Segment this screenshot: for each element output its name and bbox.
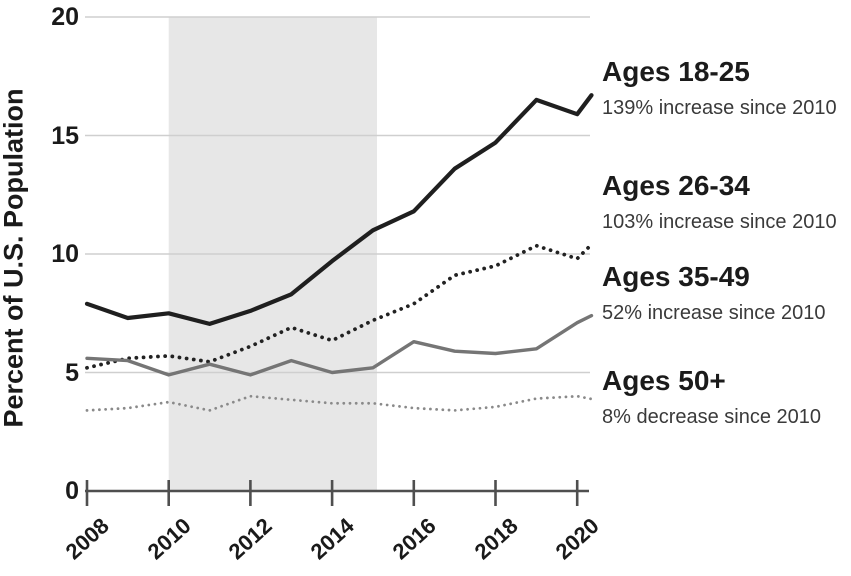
y-tick-label-15: 15	[51, 122, 79, 150]
y-tick-label-5: 5	[65, 359, 79, 387]
legend-annotation-ages-26-34: 103% increase since 2010	[602, 210, 837, 233]
line-ages-18-25	[84, 93, 594, 326]
legend-title-ages-18-25: Ages 18-25	[602, 56, 750, 87]
y-tick-label-10: 10	[51, 240, 79, 268]
line-ages-50	[85, 394, 593, 412]
y-tick-label-0: 0	[65, 477, 79, 505]
line-ages-35-49	[85, 313, 594, 377]
legend-ages-35-49: Ages 35-49 52% increase since 2010	[602, 261, 851, 325]
legend-title-ages-26-34: Ages 26-34	[602, 170, 750, 201]
legend-title-ages-35-49: Ages 35-49	[602, 261, 750, 292]
legend-ages-50-plus: Ages 50+ 8% decrease since 2010	[602, 365, 851, 429]
legend-annotation-ages-18-25: 139% increase since 2010	[602, 96, 837, 119]
legend-annotation-ages-35-49: 52% increase since 2010	[602, 301, 826, 324]
line-ages-26-34	[85, 242, 594, 370]
y-tick-label-20: 20	[51, 3, 79, 31]
legend-ages-18-25: Ages 18-25 139% increase since 2010	[602, 56, 851, 120]
legend-title-ages-50-plus: Ages 50+	[602, 365, 726, 396]
legend-ages-26-34: Ages 26-34 103% increase since 2010	[602, 170, 851, 234]
legend-annotation-ages-50-plus: 8% decrease since 2010	[602, 405, 822, 428]
